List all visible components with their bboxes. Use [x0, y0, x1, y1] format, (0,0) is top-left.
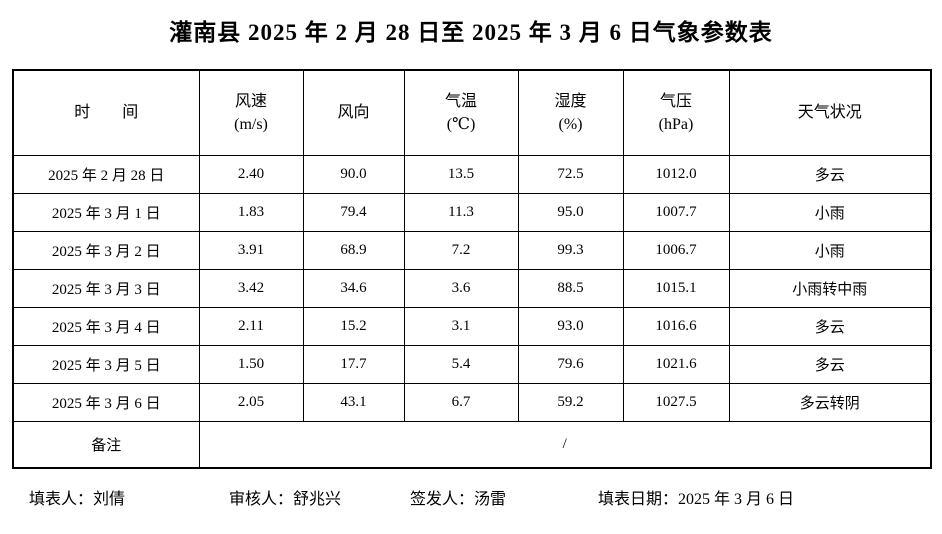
wind-speed-cell: 2.40 — [198, 155, 304, 194]
table-row: 2025 年 3 月 2 日 3.91 68.9 7.2 99.3 1006.7… — [12, 231, 932, 270]
weather-cell: 多云 — [728, 155, 932, 194]
header-cell-humidity: 湿度 (%) — [517, 69, 624, 156]
header-cell-temperature: 气温 (℃) — [403, 69, 519, 156]
date-cell: 2025 年 3 月 5 日 — [12, 345, 200, 384]
pressure-cell: 1021.6 — [622, 345, 730, 384]
date-cell: 2025 年 3 月 4 日 — [12, 307, 200, 346]
wind-speed-cell: 2.05 — [198, 383, 304, 422]
pressure-cell: 1016.6 — [622, 307, 730, 346]
header-cell-wind-speed: 风速 (m/s) — [198, 69, 304, 156]
date-cell: 2025 年 3 月 6 日 — [12, 383, 200, 422]
weather-cell: 多云转阴 — [728, 383, 932, 422]
reviewed-by-label: 审核人：舒兆兴 — [229, 491, 342, 508]
humidity-cell: 93.0 — [517, 307, 624, 346]
temperature-cell: 5.4 — [403, 345, 519, 384]
wind-speed-cell: 3.42 — [198, 269, 304, 308]
pressure-cell: 1027.5 — [622, 383, 730, 422]
table-row: 2025 年 2 月 28 日 2.40 90.0 13.5 72.5 1012… — [12, 155, 932, 194]
humidity-cell: 88.5 — [517, 269, 624, 308]
table-row: 2025 年 3 月 6 日 2.05 43.1 6.7 59.2 1027.5… — [12, 383, 932, 422]
weather-cell: 小雨转中雨 — [728, 269, 932, 308]
pressure-cell: 1006.7 — [622, 231, 730, 270]
date-cell: 2025 年 3 月 1 日 — [12, 193, 200, 232]
humidity-cell: 72.5 — [517, 155, 624, 194]
temperature-cell: 13.5 — [403, 155, 519, 194]
humidity-cell: 59.2 — [517, 383, 624, 422]
table-row: 2025 年 3 月 4 日 2.11 15.2 3.1 93.0 1016.6… — [12, 307, 932, 346]
remark-value-cell: / — [198, 421, 932, 469]
wind-direction-cell: 43.1 — [302, 383, 405, 422]
weather-parameters-table: 时 间 风速 (m/s) 风向 气温 (℃) 湿度 (%) 气压 (hPa) 天… — [12, 69, 932, 469]
filled-by-label: 填表人：刘倩 — [29, 491, 126, 508]
wind-direction-cell: 17.7 — [302, 345, 405, 384]
pressure-cell: 1015.1 — [622, 269, 730, 308]
date-cell: 2025 年 3 月 2 日 — [12, 231, 200, 270]
signature-footer: 填表人：刘倩 审核人：舒兆兴 签发人：汤雷 填表日期：2025 年 3 月 6 … — [0, 485, 942, 511]
wind-direction-cell: 15.2 — [302, 307, 405, 346]
wind-direction-cell: 34.6 — [302, 269, 405, 308]
header-cell-wind-direction: 风向 — [302, 69, 405, 156]
table-header-row: 时 间 风速 (m/s) 风向 气温 (℃) 湿度 (%) 气压 (hPa) 天… — [12, 69, 932, 156]
weather-cell: 小雨 — [728, 231, 932, 270]
humidity-cell: 99.3 — [517, 231, 624, 270]
wind-speed-cell: 2.11 — [198, 307, 304, 346]
header-cell-weather: 天气状况 — [728, 69, 932, 156]
wind-direction-cell: 90.0 — [302, 155, 405, 194]
page-title: 灌南县 2025 年 2 月 28 日至 2025 年 3 月 6 日气象参数表 — [169, 20, 773, 45]
pressure-cell: 1012.0 — [622, 155, 730, 194]
wind-direction-cell: 68.9 — [302, 231, 405, 270]
remark-label-cell: 备注 — [12, 421, 200, 469]
issued-by-label: 签发人：汤雷 — [410, 491, 507, 508]
pressure-cell: 1007.7 — [622, 193, 730, 232]
fill-date-label: 填表日期：2025 年 3 月 6 日 — [598, 491, 795, 508]
header-cell-time: 时 间 — [12, 69, 200, 156]
wind-direction-cell: 79.4 — [302, 193, 405, 232]
header-cell-pressure: 气压 (hPa) — [622, 69, 730, 156]
temperature-cell: 11.3 — [403, 193, 519, 232]
weather-cell: 小雨 — [728, 193, 932, 232]
date-cell: 2025 年 2 月 28 日 — [12, 155, 200, 194]
date-cell: 2025 年 3 月 3 日 — [12, 269, 200, 308]
temperature-cell: 3.6 — [403, 269, 519, 308]
humidity-cell: 79.6 — [517, 345, 624, 384]
wind-speed-cell: 1.50 — [198, 345, 304, 384]
weather-cell: 多云 — [728, 345, 932, 384]
wind-speed-cell: 1.83 — [198, 193, 304, 232]
temperature-cell: 7.2 — [403, 231, 519, 270]
temperature-cell: 6.7 — [403, 383, 519, 422]
humidity-cell: 95.0 — [517, 193, 624, 232]
remark-row: 备注 / — [12, 421, 932, 469]
weather-cell: 多云 — [728, 307, 932, 346]
table-row: 2025 年 3 月 3 日 3.42 34.6 3.6 88.5 1015.1… — [12, 269, 932, 308]
wind-speed-cell: 3.91 — [198, 231, 304, 270]
table-row: 2025 年 3 月 5 日 1.50 17.7 5.4 79.6 1021.6… — [12, 345, 932, 384]
table-row: 2025 年 3 月 1 日 1.83 79.4 11.3 95.0 1007.… — [12, 193, 932, 232]
temperature-cell: 3.1 — [403, 307, 519, 346]
